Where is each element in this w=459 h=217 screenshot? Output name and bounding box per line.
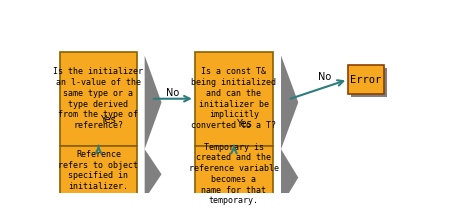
FancyBboxPatch shape	[347, 65, 383, 94]
Text: No: No	[166, 88, 179, 98]
FancyBboxPatch shape	[60, 52, 136, 146]
Text: Yes: Yes	[235, 119, 251, 129]
FancyBboxPatch shape	[194, 52, 273, 146]
Text: Reference
refers to object
specified in
initializer.: Reference refers to object specified in …	[58, 150, 138, 191]
Text: Error: Error	[349, 74, 381, 84]
FancyBboxPatch shape	[194, 146, 273, 202]
Polygon shape	[144, 149, 161, 199]
Polygon shape	[280, 149, 297, 206]
Text: Yes: Yes	[100, 115, 116, 125]
Text: Is the initializer
an l-value of the
same type or a
type derived
from the type o: Is the initializer an l-value of the sam…	[53, 67, 143, 130]
FancyBboxPatch shape	[60, 146, 136, 196]
Text: Temporary is
created and the
reference variable
becomes a
name for that
temporar: Temporary is created and the reference v…	[189, 143, 278, 205]
Text: Is a const T&
being initialized
and can the
initializer be
implicitly
converted : Is a const T& being initialized and can …	[191, 67, 276, 130]
Polygon shape	[144, 56, 161, 149]
Polygon shape	[280, 56, 297, 149]
FancyBboxPatch shape	[350, 68, 386, 97]
Text: No: No	[317, 72, 330, 82]
